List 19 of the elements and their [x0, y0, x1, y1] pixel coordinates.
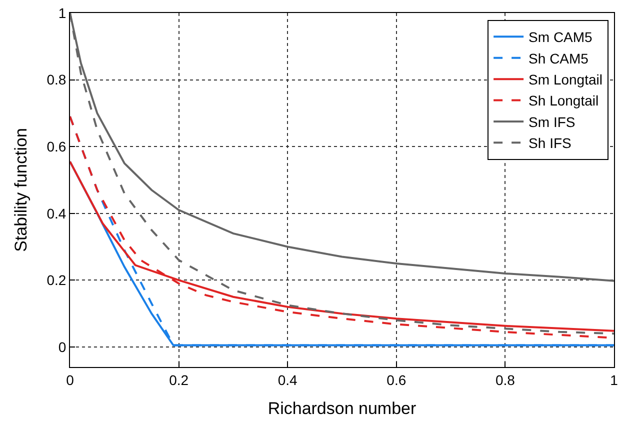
legend-label: Sm IFS [528, 114, 576, 130]
x-tick-label: 0.6 [386, 372, 406, 388]
y-tick-label: 0.2 [46, 272, 66, 288]
y-tick-label: 0.4 [46, 205, 66, 222]
x-tick-label: 0.4 [278, 372, 298, 388]
x-tick-label: 0.8 [495, 372, 516, 388]
y-tick-label: 1 [58, 4, 66, 21]
legend-label: Sh CAM5 [528, 50, 589, 66]
legend-label: Sh IFS [528, 135, 572, 152]
y-axis-title: Stability function [11, 128, 30, 252]
x-axis-title: Richardson number [268, 399, 417, 418]
y-tick-label: 0.8 [46, 72, 66, 88]
legend-label: Sh Longtail [528, 92, 599, 109]
legend-label: Sm Longtail [528, 72, 602, 88]
x-tick-label: 1 [610, 372, 618, 388]
y-tick-label: 0 [58, 338, 66, 355]
x-tick-label: 0.2 [169, 372, 189, 388]
y-tick-label: 0.6 [46, 138, 66, 154]
legend-label: Sm CAM5 [528, 29, 593, 46]
